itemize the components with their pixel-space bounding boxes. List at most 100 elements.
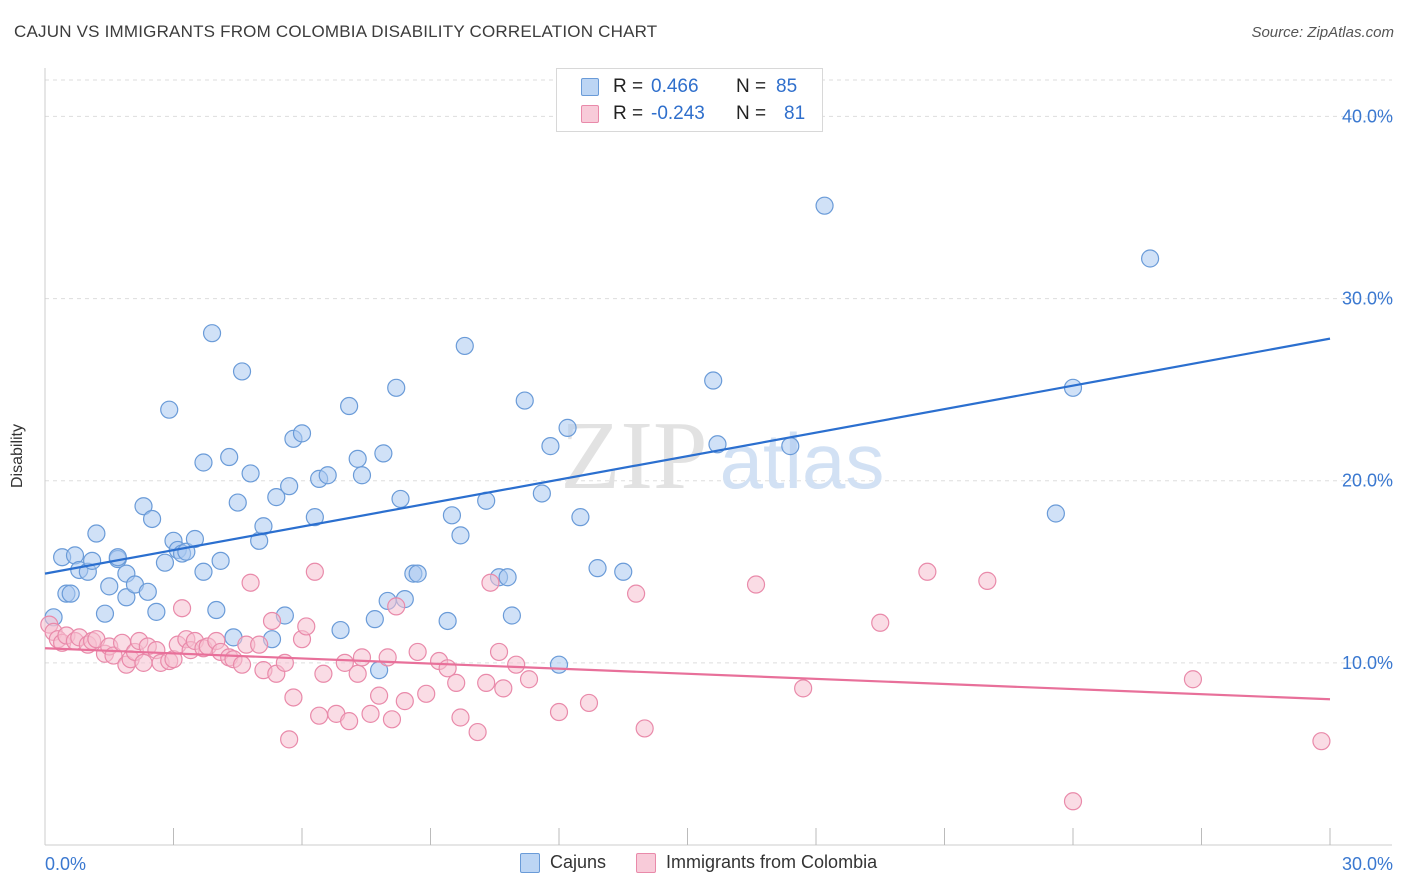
data-point-colombia[interactable] — [1312, 732, 1331, 751]
data-point-colombia[interactable] — [871, 613, 890, 632]
data-point-colombia[interactable] — [549, 702, 569, 722]
data-point-colombia[interactable] — [241, 573, 260, 592]
data-point-colombia[interactable] — [746, 575, 766, 594]
data-point-cajuns[interactable] — [185, 529, 205, 549]
data-point-cajuns[interactable] — [305, 508, 324, 527]
data-point-cajuns[interactable] — [202, 324, 222, 343]
data-point-cajuns[interactable] — [387, 378, 406, 397]
data-point-colombia[interactable] — [262, 611, 282, 631]
data-point-colombia[interactable] — [918, 562, 937, 581]
data-point-cajuns[interactable] — [408, 564, 427, 583]
data-point-cajuns[interactable] — [541, 437, 560, 456]
data-point-cajuns[interactable] — [549, 655, 569, 674]
data-point-cajuns[interactable] — [160, 400, 179, 419]
data-point-colombia[interactable] — [387, 597, 406, 616]
data-point-colombia[interactable] — [507, 655, 526, 674]
data-point-cajuns[interactable] — [228, 493, 247, 512]
data-point-cajuns[interactable] — [108, 548, 127, 567]
data-point-cajuns[interactable] — [532, 484, 551, 503]
data-point-colombia[interactable] — [579, 693, 599, 713]
data-point-cajuns[interactable] — [87, 524, 106, 543]
data-point-cajuns[interactable] — [571, 508, 590, 527]
data-point-colombia[interactable] — [352, 648, 372, 667]
data-point-colombia[interactable] — [408, 642, 427, 662]
data-point-colombia[interactable] — [370, 686, 389, 705]
data-point-colombia[interactable] — [284, 688, 303, 707]
data-point-colombia[interactable] — [447, 673, 466, 692]
data-point-cajuns[interactable] — [100, 577, 119, 596]
data-point-colombia[interactable] — [451, 708, 470, 727]
data-point-colombia[interactable] — [468, 722, 487, 742]
data-point-colombia[interactable] — [134, 653, 153, 672]
data-point-colombia[interactable] — [335, 653, 354, 672]
data-point-colombia[interactable] — [340, 712, 359, 731]
data-point-cajuns[interactable] — [498, 568, 517, 587]
data-point-cajuns[interactable] — [781, 437, 800, 456]
data-point-cajuns[interactable] — [588, 559, 607, 578]
data-point-cajuns[interactable] — [194, 453, 213, 472]
data-point-colombia[interactable] — [361, 704, 380, 723]
data-point-colombia[interactable] — [297, 617, 316, 636]
data-point-colombia[interactable] — [635, 719, 654, 738]
data-point-colombia[interactable] — [519, 670, 539, 689]
data-point-cajuns[interactable] — [155, 553, 175, 572]
data-point-cajuns[interactable] — [515, 391, 534, 410]
data-point-cajuns[interactable] — [280, 477, 299, 496]
data-point-cajuns[interactable] — [241, 464, 260, 483]
data-point-cajuns[interactable] — [194, 562, 213, 581]
data-point-cajuns[interactable] — [1140, 249, 1160, 268]
data-point-cajuns[interactable] — [374, 444, 393, 463]
data-point-cajuns[interactable] — [95, 604, 115, 623]
data-point-cajuns[interactable] — [708, 435, 727, 454]
data-point-cajuns[interactable] — [502, 606, 521, 625]
data-point-cajuns[interactable] — [138, 582, 157, 601]
data-point-cajuns[interactable] — [438, 611, 457, 631]
data-point-cajuns[interactable] — [267, 488, 286, 507]
data-point-colombia[interactable] — [305, 562, 324, 581]
data-point-colombia[interactable] — [378, 648, 397, 667]
data-point-cajuns[interactable] — [331, 620, 350, 640]
data-point-cajuns[interactable] — [352, 466, 372, 485]
legend-item-cajuns[interactable]: Cajuns — [520, 852, 606, 873]
data-point-cajuns[interactable] — [442, 506, 462, 525]
data-point-cajuns[interactable] — [815, 196, 834, 215]
data-point-cajuns[interactable] — [1046, 504, 1065, 523]
data-point-colombia[interactable] — [348, 664, 367, 683]
data-point-colombia[interactable] — [314, 664, 333, 683]
data-point-colombia[interactable] — [794, 679, 813, 698]
data-point-cajuns[interactable] — [207, 600, 226, 620]
data-point-cajuns[interactable] — [704, 371, 723, 390]
data-point-colombia[interactable] — [481, 573, 500, 592]
data-point-cajuns[interactable] — [391, 489, 410, 509]
data-point-cajuns[interactable] — [61, 584, 80, 603]
data-point-colombia[interactable] — [494, 679, 513, 698]
data-point-colombia[interactable] — [489, 642, 509, 662]
data-point-colombia[interactable] — [172, 599, 192, 618]
data-point-cajuns[interactable] — [232, 362, 252, 381]
data-point-colombia[interactable] — [382, 710, 402, 729]
data-point-colombia[interactable] — [1063, 792, 1083, 811]
data-point-cajuns[interactable] — [220, 447, 239, 467]
data-point-cajuns[interactable] — [117, 588, 136, 607]
data-point-cajuns[interactable] — [318, 466, 337, 485]
data-point-cajuns[interactable] — [147, 602, 166, 621]
legend-item-colombia[interactable]: Immigrants from Colombia — [636, 852, 877, 873]
data-point-colombia[interactable] — [417, 684, 436, 703]
data-point-cajuns[interactable] — [292, 424, 312, 443]
data-point-cajuns[interactable] — [348, 449, 367, 468]
data-point-colombia[interactable] — [477, 673, 496, 692]
data-point-colombia[interactable] — [978, 571, 997, 590]
data-point-cajuns[interactable] — [340, 396, 359, 416]
data-point-colombia[interactable] — [1183, 670, 1203, 689]
data-point-cajuns[interactable] — [614, 562, 633, 581]
data-point-cajuns[interactable] — [211, 551, 230, 570]
data-point-cajuns[interactable] — [142, 509, 162, 529]
data-point-cajuns[interactable] — [365, 610, 384, 629]
data-point-colombia[interactable] — [310, 706, 329, 725]
data-point-colombia[interactable] — [280, 730, 299, 749]
data-point-cajuns[interactable] — [455, 336, 474, 356]
data-point-colombia[interactable] — [250, 635, 269, 654]
data-point-colombia[interactable] — [232, 655, 252, 674]
data-point-colombia[interactable] — [395, 692, 414, 711]
data-point-cajuns[interactable] — [558, 418, 577, 437]
